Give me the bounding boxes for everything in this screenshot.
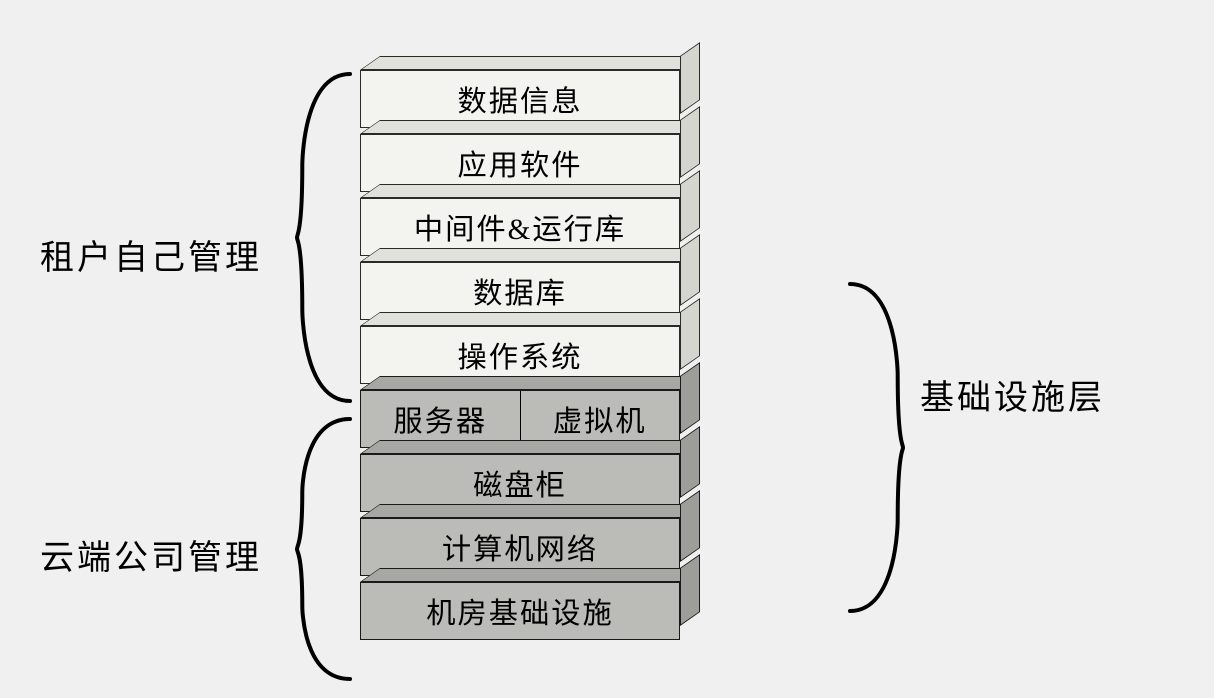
layer-top-face — [360, 440, 700, 454]
layer-cell-0: 服务器 — [361, 391, 520, 447]
label-left-upper: 租户自己管理 — [40, 230, 262, 279]
layer-top-face — [360, 568, 700, 582]
layer-side-face — [680, 106, 700, 178]
label-left-lower: 云端公司管理 — [40, 530, 262, 579]
layer-top-face — [360, 120, 700, 134]
layer-side-face — [680, 490, 700, 562]
layer-stack: 数据信息应用软件中间件&运行库数据库操作系统服务器虚拟机磁盘柜计算机网络机房基础… — [360, 70, 680, 646]
layer-side-face — [680, 426, 700, 498]
diagram-canvas: 数据信息应用软件中间件&运行库数据库操作系统服务器虚拟机磁盘柜计算机网络机房基础… — [0, 0, 1214, 698]
layer-side-face — [680, 554, 700, 626]
layer-front-face: 机房基础设施 — [360, 582, 680, 640]
brace-left-upper — [295, 70, 355, 405]
layer-side-face — [680, 362, 700, 434]
layer-top-face — [360, 312, 700, 326]
layer-top-face — [360, 376, 700, 390]
layer-8: 机房基础设施 — [360, 582, 680, 640]
layer-side-face — [680, 170, 700, 242]
layer-top-face — [360, 248, 700, 262]
layer-side-face — [680, 234, 700, 306]
layer-side-face — [680, 42, 700, 114]
label-right: 基础设施层 — [920, 370, 1105, 419]
layer-top-face — [360, 56, 700, 70]
brace-left-lower — [295, 415, 355, 683]
layer-cell-1: 虚拟机 — [520, 391, 680, 447]
layer-top-face — [360, 504, 700, 518]
layer-top-face — [360, 184, 700, 198]
brace-right — [845, 280, 905, 615]
layer-side-face — [680, 298, 700, 370]
